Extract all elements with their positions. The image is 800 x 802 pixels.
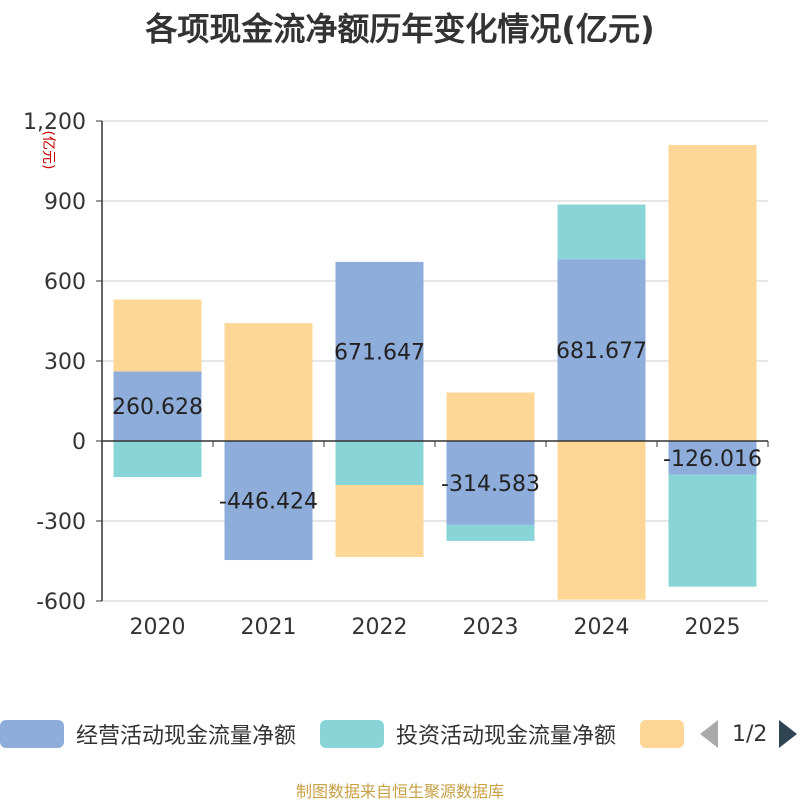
legend-pager: 1/2 <box>700 716 798 752</box>
bar-1-2020 <box>113 441 202 477</box>
data-label: -314.583 <box>441 472 540 497</box>
chart-title: 各项现金流净额历年变化情况(亿元) <box>145 10 655 48</box>
legend-swatch-operating <box>0 720 64 748</box>
data-label: 681.677 <box>556 339 647 364</box>
x-tick-label: 2025 <box>685 615 741 640</box>
legend: 经营活动现金流量净额 投资活动现金流量净额 <box>0 716 800 756</box>
data-label: 260.628 <box>112 395 203 420</box>
x-tick-label: 2024 <box>574 615 630 640</box>
bar-chart: -600 -300 0 300 600 900 1,200(亿元) 2020 2021 2022 2… <box>23 110 769 640</box>
legend-item-operating[interactable]: 经营活动现金流量净额 <box>0 716 296 752</box>
legend-label-operating: 经营活动现金流量净额 <box>76 724 297 749</box>
y-tick-label: -300 <box>36 510 86 535</box>
bar-2-2021 <box>224 323 313 441</box>
y-tick-label: 300 <box>44 350 86 375</box>
bar-2-2020 <box>113 299 202 372</box>
x-tick-label: 2022 <box>352 615 408 640</box>
data-label: -126.016 <box>663 447 762 472</box>
pager-text: 1/2 <box>732 721 768 747</box>
bar-0-2020 <box>113 371 202 441</box>
y-tick-label: 600 <box>44 270 86 295</box>
legend-swatch-financing <box>640 720 684 748</box>
y-axis-label: (亿元) <box>40 131 56 170</box>
data-label: -446.424 <box>219 490 318 515</box>
bar-1-2024 <box>557 204 646 260</box>
pager-next-icon[interactable] <box>779 720 798 748</box>
bar-0-2024 <box>557 259 646 441</box>
x-tick-label: 2023 <box>463 615 519 640</box>
legend-swatch-investing <box>320 720 384 748</box>
legend-label-investing: 投资活动现金流量净额 <box>396 724 617 749</box>
pager-prev-icon[interactable] <box>700 720 718 748</box>
bar-0-2023 <box>446 441 535 525</box>
x-tick-label: 2021 <box>241 615 297 640</box>
bar-2-2022 <box>335 485 424 557</box>
bar-1-2022 <box>335 441 424 485</box>
y-tick-label: 0 <box>72 430 86 455</box>
source-note: 制图数据来自恒生聚源数据库 <box>295 782 504 801</box>
bar-1-2025 <box>668 474 757 587</box>
bar-1-2023 <box>446 524 535 541</box>
x-tick-label: 2020 <box>130 615 186 640</box>
legend-item-investing[interactable]: 投资活动现金流量净额 <box>320 716 616 752</box>
y-tick-label: 1,200 <box>23 110 86 135</box>
data-label: 671.647 <box>334 340 425 365</box>
bar-2-2025 <box>668 145 757 441</box>
bar-2-2024 <box>557 441 646 600</box>
bar-0-2022 <box>335 261 424 441</box>
legend-item-financing[interactable] <box>640 716 684 752</box>
y-tick-label: 900 <box>44 190 86 215</box>
bar-0-2025 <box>668 441 757 475</box>
y-tick-label: -600 <box>36 590 86 615</box>
bar-2-2023 <box>446 392 535 441</box>
bar-0-2021 <box>224 441 313 561</box>
